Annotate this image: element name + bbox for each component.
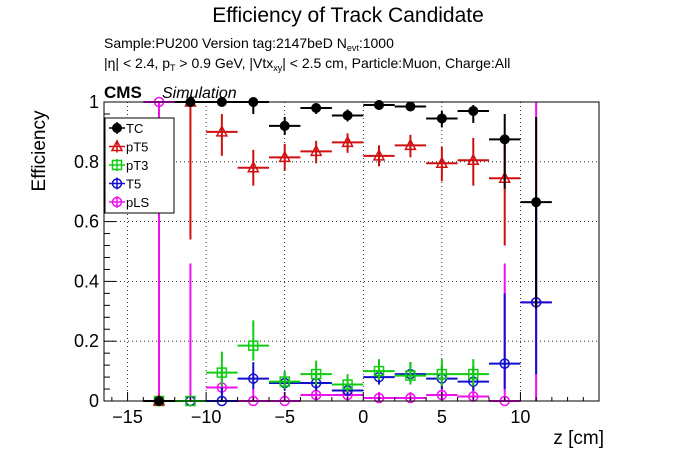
- legend-entry-pls: pLS: [109, 195, 149, 210]
- point-pt3: [436, 368, 448, 380]
- y-tick-label: 0.4: [74, 271, 99, 291]
- chart-legend: TC pT5 pT3 T5 pLS: [104, 117, 175, 214]
- plot-frame: [103, 101, 600, 402]
- point-tc: [279, 120, 290, 131]
- point-pt3: [373, 365, 385, 377]
- legend-entry-t5: T5: [109, 177, 141, 192]
- point-tc: [531, 197, 542, 208]
- point-tc: [405, 101, 416, 112]
- subtitle-vtx-cut: | < 2.5 cm, Particle:Muon, Charge:All: [282, 55, 511, 71]
- point-tc: [374, 99, 384, 110]
- point-pt5: [467, 153, 480, 166]
- y-tick-label: 0: [89, 391, 99, 411]
- x-tick-label: 10: [510, 407, 530, 427]
- cms-label: CMS: [104, 83, 142, 102]
- subtitle-vtx-sub: xy: [273, 63, 283, 73]
- y-tick-label: 0.8: [74, 152, 99, 172]
- x-axis-label: z [cm]: [553, 428, 604, 449]
- series-tc: [143, 97, 552, 406]
- point-pt3: [468, 368, 479, 380]
- y-tick-label: 1: [89, 92, 99, 112]
- chart-axes: −15 −10 −5 0 5 10 0 0.2 0.4 0.6 0.8 1: [74, 92, 600, 427]
- point-t5: [248, 373, 259, 384]
- point-pt3: [248, 340, 259, 351]
- x-tick-label: 0: [358, 407, 368, 427]
- subtitle-nevt-sub: evt: [346, 43, 359, 53]
- point-pls: [405, 392, 416, 404]
- legend-label-tc: TC: [126, 121, 143, 136]
- x-tick-label: −15: [112, 407, 143, 427]
- chart-title: Efficiency of Track Candidate: [212, 4, 484, 27]
- point-pls: [373, 392, 385, 404]
- subtitle-pt-cut: > 0.9 GeV, |Vtx: [175, 55, 274, 71]
- point-pt3: [310, 368, 322, 380]
- simulation-label: Simulation: [162, 85, 237, 102]
- point-tc: [436, 113, 447, 124]
- subtitle-nevt-value: :1000: [358, 35, 394, 51]
- legend-entry-tc: TC: [109, 121, 143, 136]
- legend-marker-t5: [111, 178, 123, 189]
- point-pt5: [341, 135, 354, 148]
- legend-marker-pls: [111, 196, 123, 208]
- legend-label-pls: pLS: [126, 195, 149, 210]
- x-tick-label: −5: [274, 407, 295, 427]
- point-pt5: [435, 156, 449, 169]
- point-pt5: [278, 150, 291, 163]
- legend-label-t5: T5: [126, 177, 141, 192]
- subtitle-cuts: |η| < 2.4, pT > 0.9 GeV, |Vtxxy| < 2.5 c…: [104, 55, 511, 73]
- legend-label-pt3: pT3: [126, 158, 148, 173]
- y-tick-label: 0.6: [74, 212, 99, 232]
- point-pt3: [405, 370, 416, 381]
- series-pt5: [143, 94, 521, 406]
- point-pt5: [215, 124, 229, 137]
- x-tick-label: 5: [437, 407, 447, 427]
- point-pt5: [372, 148, 386, 161]
- y-axis-label: Efficiency: [29, 110, 50, 192]
- plot-area: [143, 94, 552, 407]
- chart-grid: [104, 102, 599, 401]
- point-pt3: [342, 379, 353, 390]
- legend-marker-pt3: [111, 159, 123, 171]
- point-tc: [311, 102, 322, 113]
- legend-entry-pt5: pT5: [109, 139, 148, 155]
- legend-label-pt5: pT5: [126, 140, 148, 155]
- subtitle-pt-sub: T: [170, 63, 176, 73]
- point-pt3: [216, 367, 228, 378]
- point-t5: [499, 358, 510, 369]
- x-tick-label: −10: [191, 407, 222, 427]
- point-pt5: [404, 138, 417, 151]
- point-tc: [499, 134, 510, 145]
- point-tc: [342, 110, 353, 121]
- legend-marker-tc: [112, 123, 122, 133]
- legend-entry-pt3: pT3: [109, 158, 148, 173]
- point-tc: [468, 105, 479, 116]
- point-pt5: [309, 144, 323, 157]
- subtitle-sample-text: Sample:PU200 Version tag:2147beD N: [104, 35, 347, 51]
- legend-marker-pt5: [110, 139, 124, 152]
- point-pt3: [279, 376, 290, 387]
- subtitle-sample: Sample:PU200 Version tag:2147beD Nevt:10…: [104, 35, 394, 53]
- point-pt5: [247, 160, 260, 173]
- y-tick-label: 0.2: [74, 331, 99, 351]
- subtitle-eta-cut: |η| < 2.4, p: [104, 55, 171, 71]
